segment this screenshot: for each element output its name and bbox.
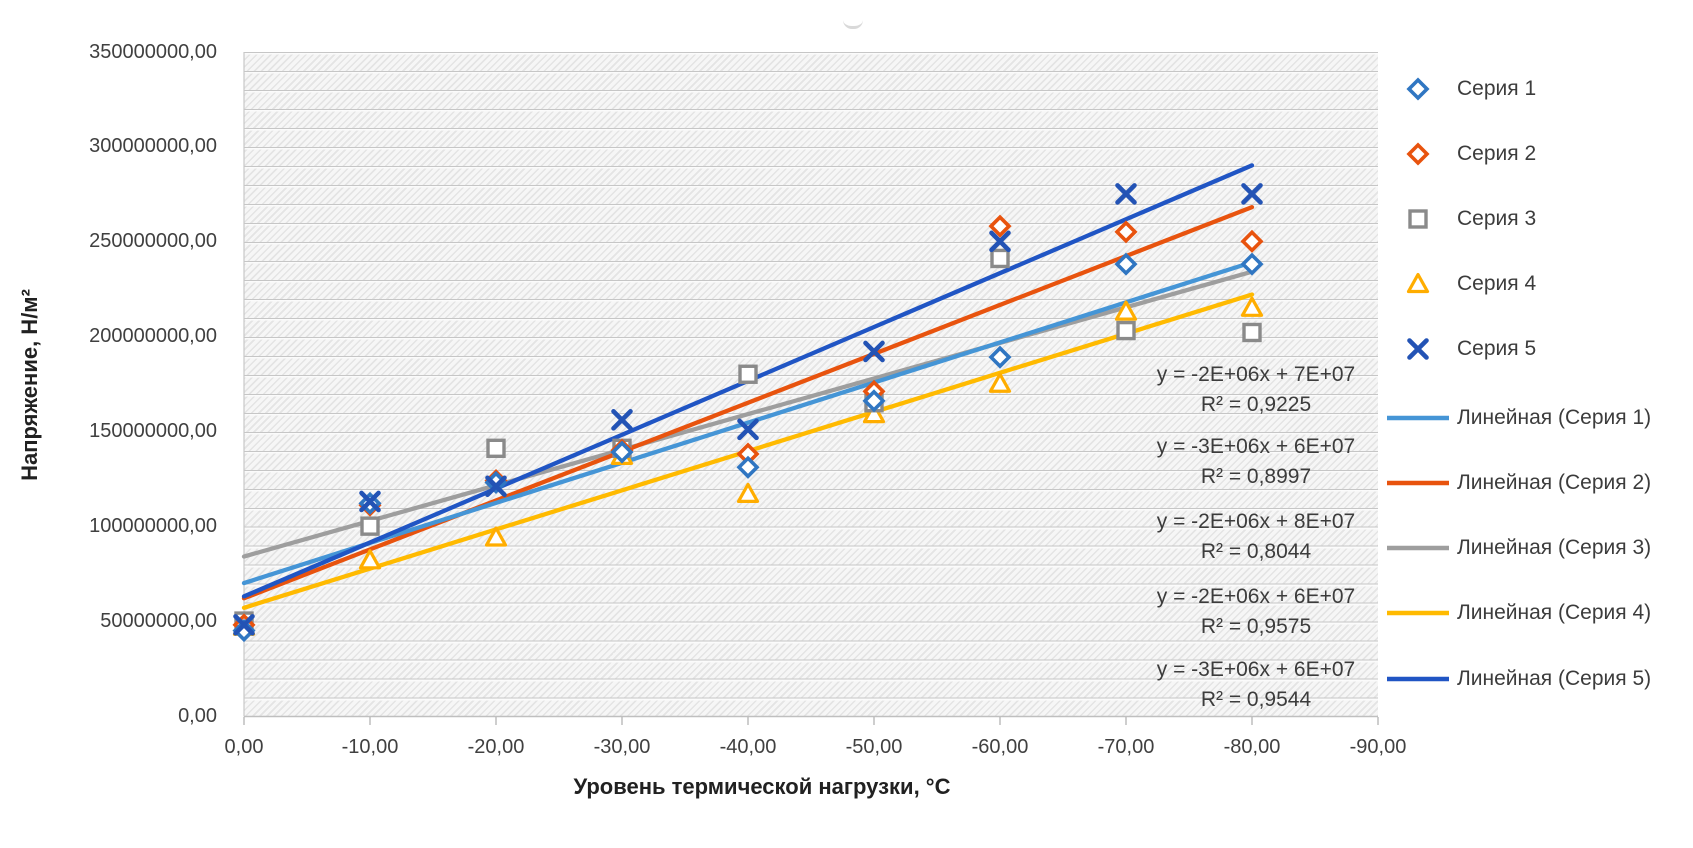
Серия 4-triangle-marker	[1114, 300, 1138, 321]
Серия 4-triangle-marker	[1240, 296, 1264, 317]
legend-item-2-label: Серия 2	[1457, 142, 1537, 165]
legend-line-icon	[1387, 676, 1449, 682]
x-tick-label: 0,00	[224, 736, 264, 758]
Серия 5-x-marker	[1115, 183, 1137, 205]
legend-line-icon	[1387, 480, 1449, 486]
y-tick-label: 250000000,00	[89, 230, 217, 253]
y-tick-label: 300000000,00	[89, 135, 217, 158]
legend-diamond-icon	[1406, 142, 1430, 166]
Серия 5-x-marker	[737, 418, 759, 441]
Серия 1-diamond-marker	[736, 455, 760, 479]
plot-area	[244, 52, 1378, 717]
Серия 5-x-marker	[1241, 183, 1263, 205]
Серия 3-square-marker	[738, 364, 758, 384]
trendline-Серия 1	[241, 260, 1255, 586]
equation-text: y = -3E+06x + 6E+07	[1156, 435, 1356, 458]
legend-diamond-icon	[1406, 77, 1430, 101]
legend-marker-shape	[1407, 338, 1429, 360]
y-axis-title: Напряжение, Н/м²	[17, 289, 42, 481]
legend-x-icon	[1407, 338, 1429, 360]
y-tick-label: 350000000,00	[89, 40, 217, 63]
Серия 5-x-marker	[485, 475, 507, 498]
Серия 2-diamond-marker	[1114, 220, 1138, 244]
equation-text: y = -3E+06x + 6E+07	[1156, 658, 1356, 681]
x-tick-label: -70,00	[1097, 736, 1155, 758]
Серия 2-diamond-marker	[1240, 229, 1264, 253]
y-tick-label: 0,00	[178, 705, 217, 727]
legend-item-trend-5-label: Линейная (Серия 5)	[1457, 667, 1652, 690]
equation-Серия 4: y = -2E+06x + 6E+07 R² = 0,9575	[1046, 582, 1466, 642]
r-squared-text: R² = 0,8044	[1200, 540, 1312, 563]
legend-item-4-label: Серия 4	[1457, 272, 1537, 295]
Серия 4-triangle-marker	[358, 549, 382, 570]
r-squared-text: R² = 0,9575	[1200, 615, 1312, 638]
Серия 4-triangle-marker	[484, 526, 508, 547]
legend-triangle-icon	[1406, 272, 1430, 294]
Серия 5-x-marker	[863, 340, 885, 363]
legend-item-trend-2-label: Линейная (Серия 2)	[1457, 471, 1652, 494]
Серия 1-diamond-marker	[232, 619, 256, 643]
Серия 4-triangle-marker	[988, 372, 1012, 393]
x-tick-label: -60,00	[971, 736, 1029, 758]
y-tick-label: 50000000,00	[100, 610, 217, 633]
legend-line-icon	[1387, 415, 1449, 421]
legend-item-3-label: Серия 3	[1457, 207, 1537, 230]
x-tick-label: -50,00	[845, 736, 903, 758]
legend-item-1-label: Серия 1	[1457, 77, 1537, 100]
equation-text: y = -2E+06x + 7E+07	[1156, 363, 1356, 386]
Серия 2-diamond-marker	[988, 214, 1012, 238]
Серия 4-triangle-marker	[862, 403, 886, 424]
Серия 1-diamond-marker	[862, 389, 886, 413]
x-tick-label: -10,00	[341, 736, 399, 758]
y-tick-label: 200000000,00	[89, 325, 217, 348]
x-tick-label: -20,00	[467, 736, 525, 758]
legend-item-trend-3-label: Линейная (Серия 3)	[1457, 536, 1652, 559]
r-squared-text: R² = 0,8997	[1200, 465, 1312, 488]
y-tick-label: 150000000,00	[89, 420, 217, 443]
Серия 3-square-marker	[360, 516, 380, 536]
Серия 3-square-marker	[1116, 320, 1136, 341]
x-tick-label: -90,00	[1349, 736, 1407, 758]
legend-marker-shape	[1408, 209, 1428, 229]
legend-marker-shape	[1406, 142, 1430, 166]
equation-Серия 2: y = -3E+06x + 6E+07 R² = 0,8997	[1046, 432, 1466, 492]
Серия 3-square-marker	[486, 438, 506, 459]
equation-text: y = -2E+06x + 6E+07	[1156, 585, 1356, 608]
equation-text: y = -2E+06x + 8E+07	[1156, 510, 1356, 533]
x-tick-label: -80,00	[1223, 736, 1281, 758]
r-squared-text: R² = 0,9225	[1200, 393, 1312, 416]
legend-line-icon	[1387, 610, 1449, 616]
Серия 1-diamond-marker	[988, 345, 1012, 369]
Серия 5-x-marker	[989, 230, 1011, 253]
legend-square-icon	[1408, 209, 1428, 229]
Серия 3-square-marker	[990, 248, 1010, 269]
y-tick-label: 100000000,00	[89, 515, 217, 538]
legend-marker-shape	[1406, 272, 1430, 294]
legend-item-trend-4-label: Линейная (Серия 4)	[1457, 601, 1652, 624]
x-tick-label: -40,00	[719, 736, 777, 758]
legend-item-trend-1-label: Линейная (Серия 1)	[1457, 406, 1652, 429]
trendline-Серия 2	[241, 205, 1255, 601]
legend-item-5-label: Серия 5	[1457, 337, 1537, 360]
Серия 1-diamond-marker	[1114, 252, 1138, 276]
trendline-Серия 3	[241, 269, 1255, 559]
x-axis-title: Уровень термической нагрузки, °C	[573, 774, 951, 799]
equation-Серия 3: y = -2E+06x + 8E+07 R² = 0,8044	[1046, 507, 1466, 567]
x-tick-label: -30,00	[593, 736, 651, 758]
Серия 1-diamond-marker	[610, 440, 634, 464]
legend-marker-shape	[1406, 77, 1430, 101]
Серия 5-x-marker	[233, 614, 255, 636]
r-squared-text: R² = 0,9544	[1200, 688, 1312, 711]
Серия 5-x-marker	[359, 490, 381, 513]
equation-Серия 1: y = -2E+06x + 7E+07 R² = 0,9225	[1046, 360, 1466, 420]
Серия 3-square-marker	[1242, 322, 1262, 343]
page-artifact-dash	[843, 20, 863, 29]
equation-Серия 5: y = -3E+06x + 6E+07 R² = 0,9544	[1046, 655, 1466, 715]
Серия 1-diamond-marker	[1240, 252, 1264, 276]
Серия 4-triangle-marker	[736, 482, 760, 503]
legend-line-icon	[1387, 545, 1449, 551]
Серия 5-x-marker	[611, 409, 633, 431]
